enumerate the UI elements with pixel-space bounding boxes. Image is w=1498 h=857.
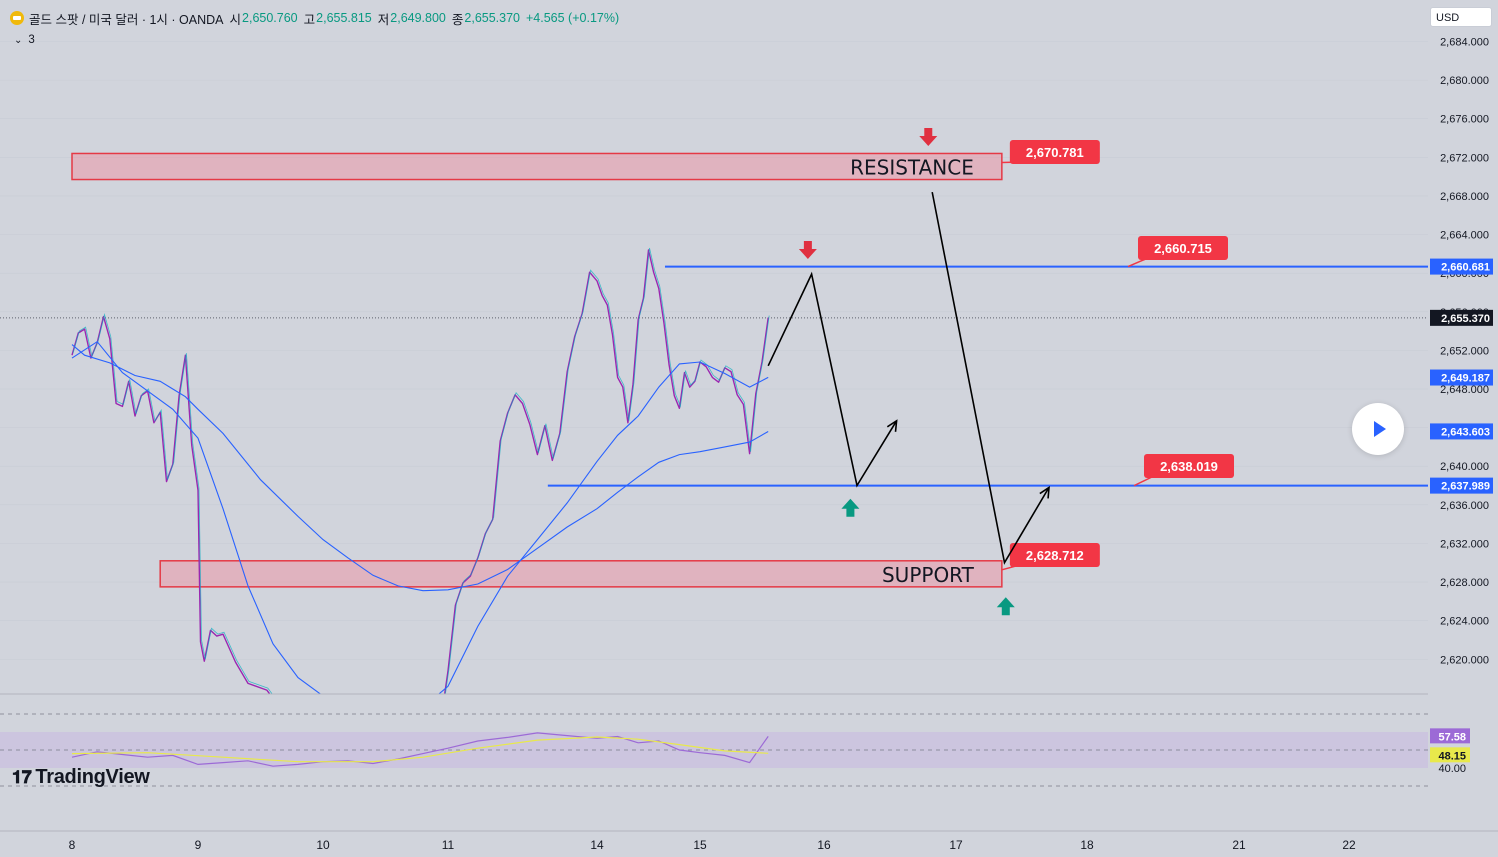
price-tick-label: 2,676.000: [1440, 114, 1489, 126]
price-tick-label: 2,640.000: [1440, 461, 1489, 473]
callout-badge: [1138, 236, 1228, 260]
zone-resistance: [71, 152, 1003, 181]
price-tick-label: 2,672.000: [1440, 152, 1489, 164]
price-tick-label: 2,624.000: [1440, 616, 1489, 628]
high-label: 고: [303, 12, 316, 27]
rsi-tick-label: 40.00: [1438, 763, 1466, 775]
tradingview-icon: 𝟏𝟕: [12, 767, 32, 787]
arrow-up-icon: [996, 597, 1015, 616]
price-layer: [71, 247, 770, 734]
price-badge: [1430, 369, 1493, 386]
price-badge-label: 2,655.370: [1441, 313, 1490, 325]
time-tick-label: 17: [949, 838, 963, 852]
symbol-title[interactable]: 골드 스팟 / 미국 달러 · 1시 · OANDA: [29, 12, 224, 27]
zone-label-resistance: RESISTANCE: [850, 156, 974, 180]
time-tick-label: 11: [442, 838, 455, 852]
chevron-down-icon: ⌄: [14, 34, 23, 46]
low-value: 2,649.800: [390, 11, 446, 25]
time-tick-label: 22: [1342, 838, 1356, 852]
open-label: 시: [229, 12, 242, 27]
moving-average-line: [71, 344, 769, 592]
price-badge: [1430, 477, 1493, 494]
projection-path: [931, 191, 1050, 565]
high-value: 2,655.815: [316, 11, 372, 25]
price-badge-label: 2,643.603: [1441, 426, 1490, 438]
price-badge-label: 2,649.187: [1441, 373, 1490, 385]
low-label: 저: [377, 12, 390, 27]
time-tick-label: 16: [817, 838, 831, 852]
open-value: 2,650.760: [242, 11, 298, 25]
time-tick-label: 8: [69, 838, 76, 852]
change-value: +4.565 (+0.17%): [526, 11, 620, 25]
zone-layer: RESISTANCE 2,670.781 SUPPORT 2,628.712: [0, 41, 1428, 660]
price-tick-label: 2,684.000: [1440, 37, 1489, 49]
callout-badge: [1144, 454, 1234, 478]
replay-button[interactable]: [1352, 403, 1404, 455]
price-line-shadow: [72, 247, 770, 732]
rsi-line: [71, 732, 769, 767]
time-tick-label: 18: [1080, 838, 1094, 852]
rsi-badge: [1430, 728, 1470, 744]
time-tick-label: 15: [693, 838, 707, 852]
time-axis-background: [0, 831, 1498, 857]
time-tick-label: 9: [195, 838, 202, 852]
brand-label: TradingView: [35, 766, 150, 788]
projection-arrowhead: [886, 419, 898, 432]
time-tick-label: 14: [590, 838, 604, 852]
callout-badge: [1009, 140, 1100, 164]
time-tick-label: 21: [1232, 838, 1246, 852]
arrow-down-icon: [919, 128, 938, 147]
zone-label-support: SUPPORT: [882, 563, 975, 587]
callout-badge: [1009, 543, 1100, 567]
indicator-toggle[interactable]: ⌄ 3: [14, 34, 35, 46]
price-tick-label: 2,652.000: [1440, 345, 1489, 357]
price-badge: [1430, 423, 1493, 440]
tradingview-logo[interactable]: 𝟏𝟕 TradingView: [12, 766, 150, 789]
price-badge-label: 2,660.681: [1441, 262, 1490, 274]
price-badge: [1430, 309, 1493, 326]
level-line-layer: 2,660.715 2,638.019: [547, 236, 1428, 487]
callout-label: 2,628.712: [1026, 548, 1084, 563]
projection-arrowhead: [1039, 485, 1050, 499]
price-tick-label: 2,668.000: [1440, 191, 1489, 203]
price-badge-label: 2,637.989: [1441, 481, 1490, 493]
price-tick-label: 2,632.000: [1440, 538, 1489, 550]
projection-layer: [767, 191, 1050, 565]
time-tick-label: 10: [316, 838, 330, 852]
indicator-count: 3: [28, 34, 35, 46]
price-axis[interactable]: 2,684.000 2,680.000 2,676.000 2,672.000 2,66…: [1428, 0, 1498, 857]
close-value: 2,655.370: [464, 11, 520, 25]
currency-selector[interactable]: USD: [1430, 7, 1492, 27]
rsi-badge-label: 57.58: [1438, 731, 1466, 743]
price-tick-label: 2,628.000: [1440, 577, 1489, 589]
zone-support: [159, 560, 1003, 588]
price-tick-label: 2,648.000: [1440, 384, 1489, 396]
price-tick-label: 2,636.000: [1440, 500, 1489, 512]
close-label: 종: [451, 12, 464, 27]
price-badge: [1430, 258, 1493, 275]
callout-label: 2,638.019: [1160, 459, 1218, 474]
play-icon: [1374, 421, 1386, 437]
time-axis[interactable]: 8 9 10 11 14 15 16 17 18 21 22: [0, 830, 1498, 857]
price-tick-label: 2,680.000: [1440, 75, 1489, 87]
rsi-ma-badge: [1430, 747, 1470, 763]
rsi-pane: [0, 693, 1498, 814]
rsi-ma-badge-label: 48.15: [1438, 750, 1466, 762]
callout-label: 2,670.781: [1026, 145, 1084, 160]
projection-path: [767, 271, 898, 488]
arrow-layer: [798, 128, 1015, 616]
price-tick-label: 2,664.000: [1440, 230, 1489, 242]
price-tick-label: 2,620.000: [1440, 654, 1489, 666]
rsi-ma-line: [71, 736, 769, 763]
price-line: [71, 249, 769, 734]
gold-symbol-icon: [10, 11, 24, 25]
arrow-up-icon: [841, 498, 860, 517]
arrow-down-icon: [798, 240, 817, 259]
callout-label: 2,660.715: [1154, 241, 1212, 256]
